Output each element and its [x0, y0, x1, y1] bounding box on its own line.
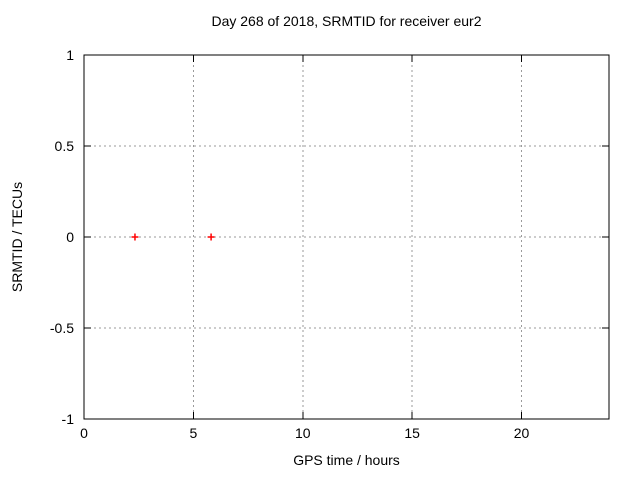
x-tick-label: 10: [295, 425, 311, 441]
y-tick-label: 0: [66, 229, 74, 245]
y-tick-label: 0.5: [55, 138, 75, 154]
x-tick-label: 15: [404, 425, 420, 441]
chart-title: Day 268 of 2018, SRMTID for receiver eur…: [211, 13, 482, 29]
x-tick-label: 20: [514, 425, 530, 441]
x-tick-label: 0: [80, 425, 88, 441]
y-tick-label: -1: [62, 411, 75, 427]
x-axis-label: GPS time / hours: [293, 452, 400, 468]
x-tick-label: 5: [189, 425, 197, 441]
y-tick-label: 1: [66, 47, 74, 63]
data-point-plus-marker: [131, 233, 139, 241]
data-point-plus-marker: [207, 233, 215, 241]
y-tick-label: -0.5: [50, 320, 74, 336]
